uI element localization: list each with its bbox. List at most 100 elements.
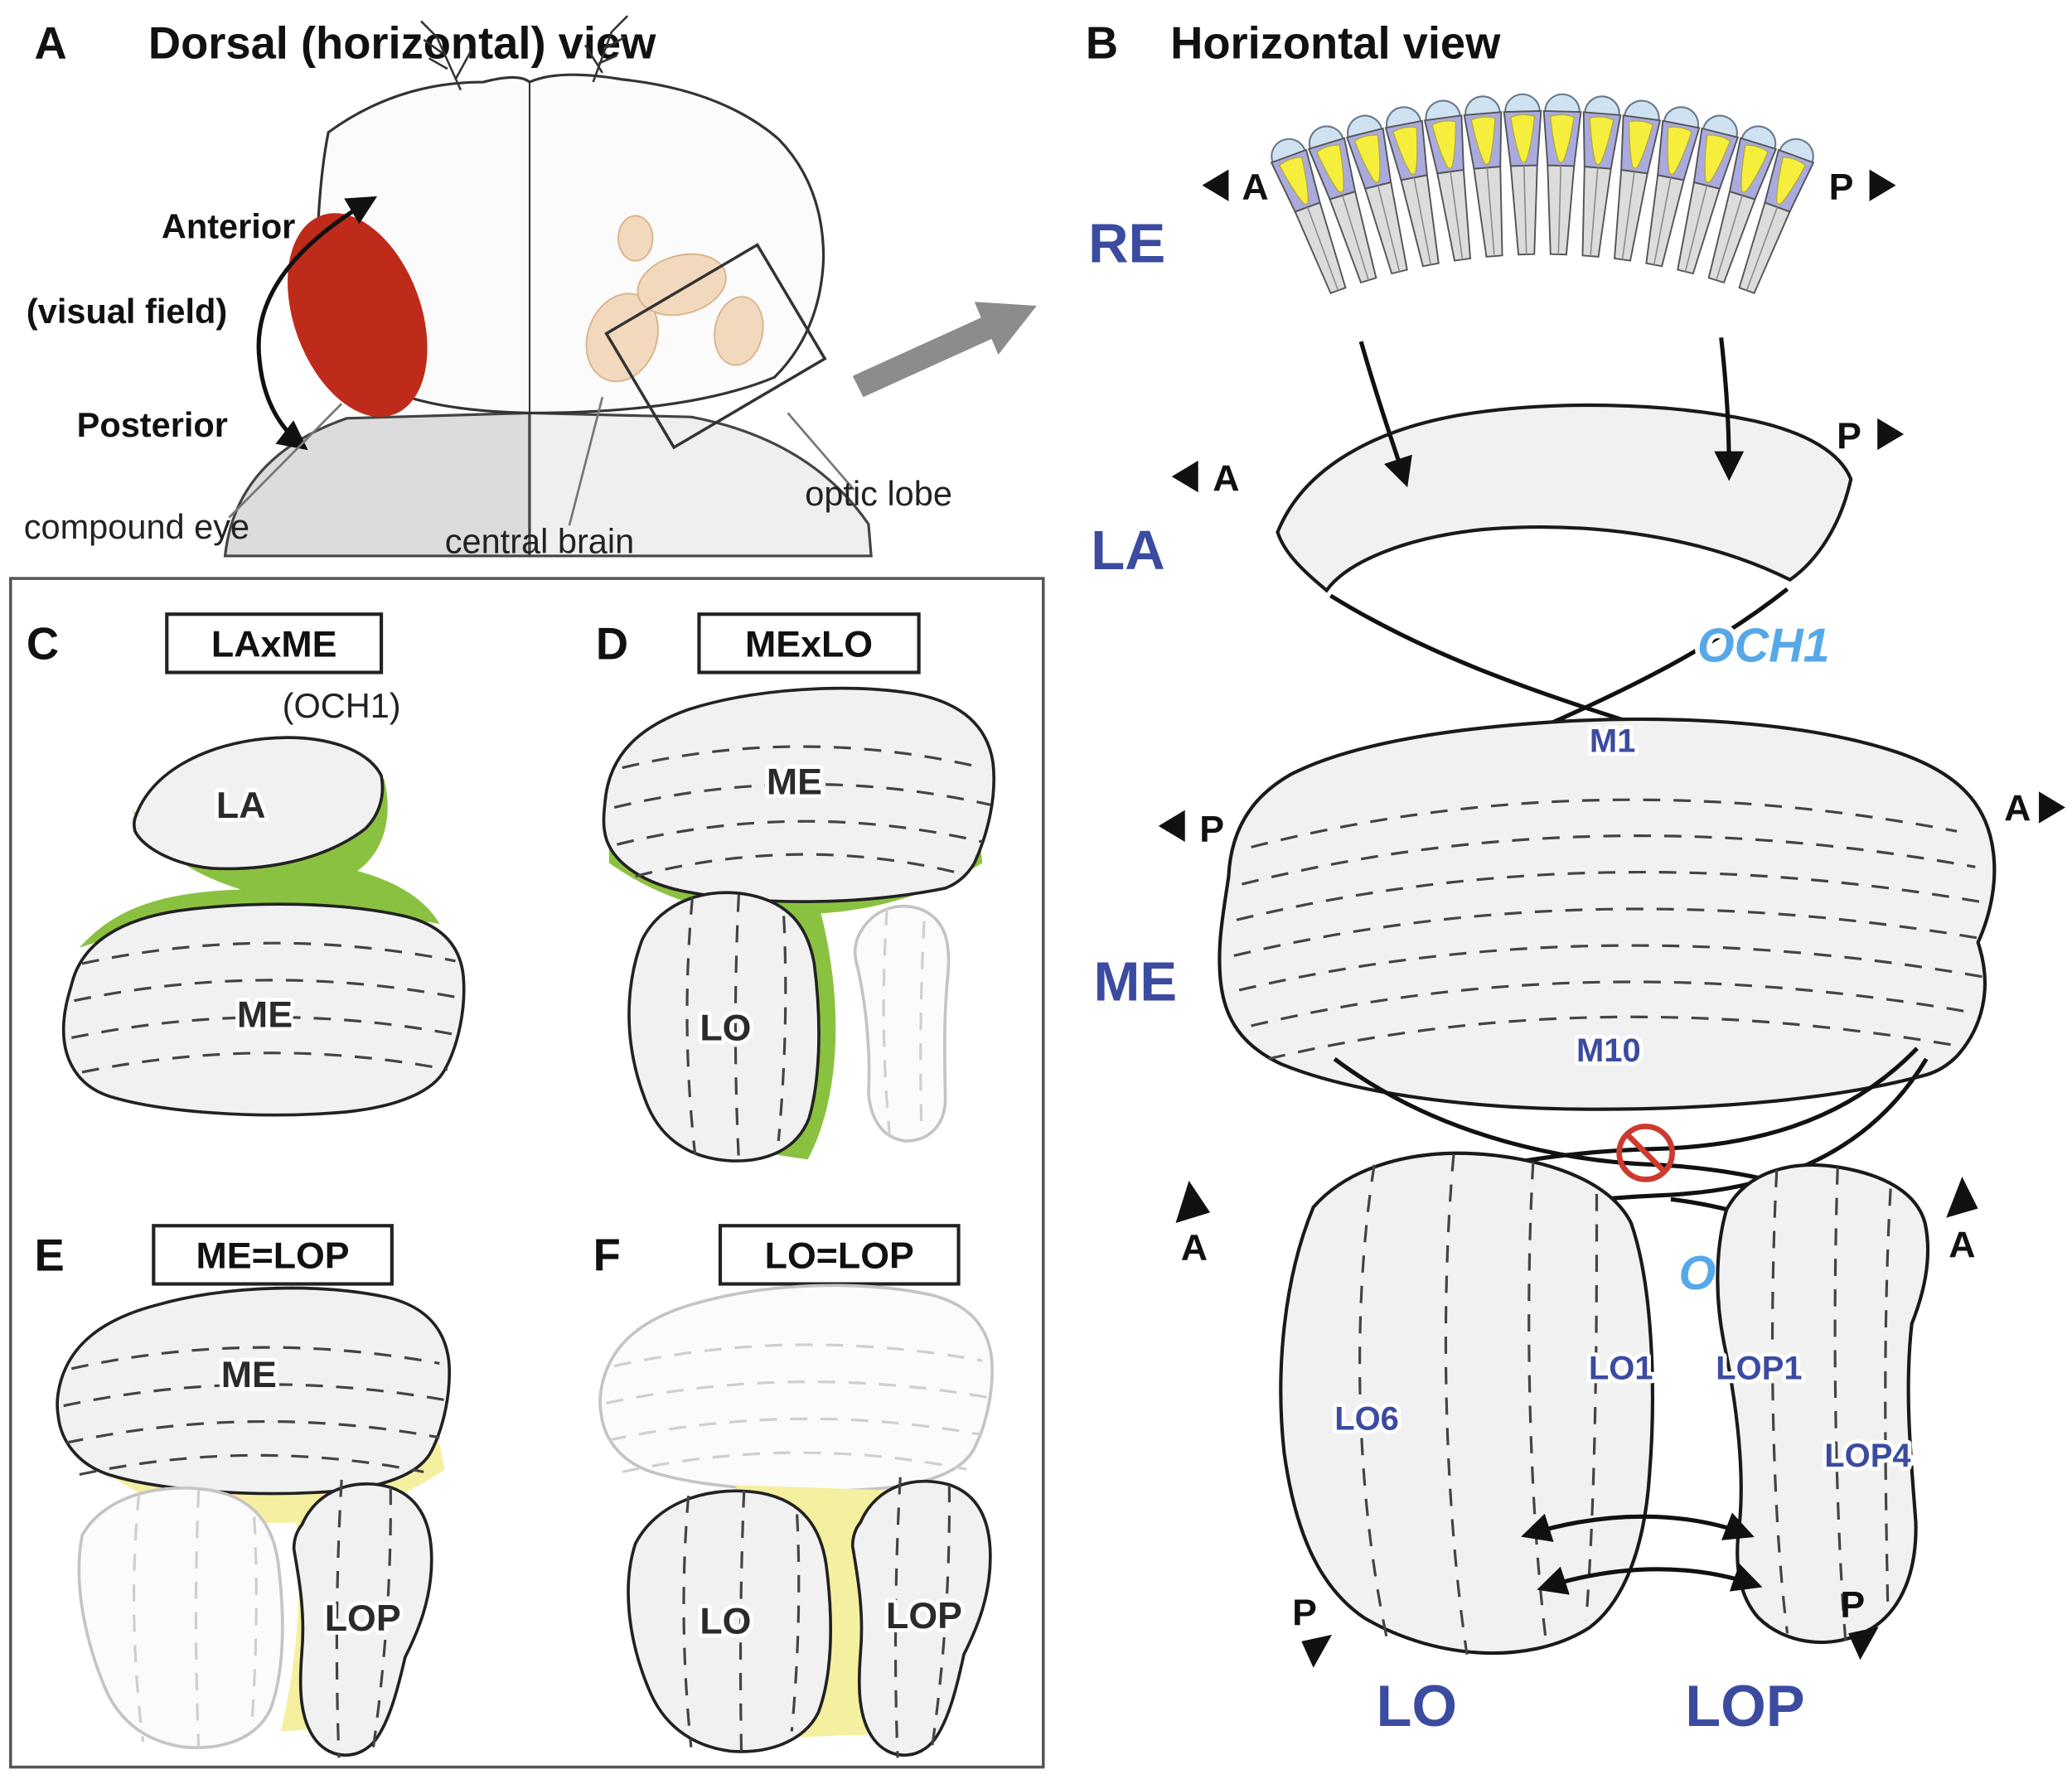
d-me-layers [613,745,991,878]
panel-c: C LAxME (OCH1) LA ME [27,612,466,1117]
panel-c-letter: C [27,619,59,670]
lo-top-triangle-icon [1175,1180,1211,1224]
panel-d-letter: D [596,619,628,670]
me-label: ME [1093,951,1177,1013]
no-crossing-icon [1616,1124,1675,1182]
panel-e: E ME=LOP ME LOP [35,1224,451,1758]
d-me-label: ME [767,761,822,802]
och1-label: OCH1 [1697,620,1830,673]
panel-f: F LO=LOP LO LOP [593,1224,994,1758]
f-lo-shape [627,1489,833,1753]
re-left-triangle-icon [1202,169,1229,201]
panel-f-letter: F [593,1230,621,1281]
re-right-dir: P [1829,167,1854,208]
c-la-shape [132,736,385,871]
f-lo-layers [682,1490,801,1753]
re-label: RE [1088,212,1165,274]
d-lop-faint-shape [853,904,951,1143]
panel-d-title: MExLO [745,624,873,665]
panel-f-title: LO=LOP [765,1235,914,1276]
c-la-label: LA [216,786,266,826]
central-brain-label: central brain [445,522,634,561]
panel-c-subtitle: (OCH1) [283,686,401,725]
lo1-label: LO1 [1589,1351,1653,1387]
e-me-layers [63,1346,448,1477]
la-left-dir: A [1213,459,1239,500]
panel-b-letter: B [1086,17,1118,68]
lo-label: LO [1376,1673,1457,1738]
f-me-faint-shape [598,1283,994,1493]
lo-top-dir: A [1181,1228,1208,1269]
lo-bottom-dir: P [1292,1593,1317,1634]
antennae [420,15,629,91]
e-lop-shape [292,1482,433,1757]
lo-bottom-triangle-icon [1301,1634,1333,1668]
panel-d: D MExLO ME LO [596,612,996,1163]
panel-c-title-box [165,612,384,674]
m1-label: M1 [1590,723,1635,759]
lop4-label: LOP4 [1824,1438,1910,1474]
anterior-label: Anterior [162,207,295,246]
lop-label: LOP [1685,1673,1804,1738]
d-lo-label: LO [700,1008,751,1049]
optic-lobe-leader [787,412,855,491]
f-lop-label: LOP [886,1596,962,1636]
lop-top-dir: A [1949,1225,1975,1266]
panel-a: A Dorsal (horizontal) view [24,15,1037,561]
c-me-layers [70,941,462,1074]
lop-bottom-triangle-icon [1848,1627,1879,1661]
lop-layers [1770,1167,1892,1641]
lop-top-triangle-icon [1946,1177,1978,1218]
me-right-triangle-icon [2039,791,2066,824]
me-left-dir: P [1199,810,1224,850]
optic-lobe-label: optic lobe [805,474,952,513]
compound-eye-leader [228,403,343,519]
la-shape [1276,403,1853,593]
me-layers [1233,798,1989,1061]
re-left-dir: A [1242,167,1268,208]
f-me-faint-layers [606,1343,991,1473]
d-lo-layers [685,894,787,1160]
panel-e-title-box [152,1224,394,1286]
panel-a-letter: A [35,17,67,68]
m10-label: M10 [1576,1032,1641,1069]
compound-eye-label: compound eye [24,507,249,546]
la-right-dir: P [1837,417,1861,457]
me-shape [1218,717,1997,1111]
me-left-triangle-icon [1158,810,1185,842]
panel-b: B Horizontal view RE LA ME A P [1086,17,2066,1738]
panel-d-title-box [697,612,921,674]
f-lo-label: LO [700,1601,751,1641]
e-me-label: ME [221,1355,277,1395]
d-lop-faint-layers [882,907,926,1136]
re-la-fiber-right [1714,337,1745,481]
lo6-label: LO6 [1334,1400,1399,1437]
e-lop-label: LOP [325,1598,401,1639]
panel-a-title: Dorsal (horizontal) view [148,17,656,68]
lop-shape [1716,1163,1930,1645]
c-me-shape [61,902,466,1117]
central-brain-shapes [585,215,764,383]
f-lop-shape [850,1479,992,1757]
anterior-posterior-arrow [256,196,378,451]
la-left-triangle-icon [1171,460,1198,493]
me-right-dir: A [2004,788,2031,829]
panel-e-letter: E [35,1230,65,1281]
panel-e-title: ME=LOP [196,1235,350,1276]
re-right-triangle-icon [1869,169,1896,201]
e-lo-faint-layers [132,1490,258,1748]
posterior-label: Posterior [77,405,228,444]
lop1-label: LOP1 [1716,1351,1802,1387]
panel-c-title: LAxME [211,624,337,665]
panel-b-title: Horizontal view [1170,17,1501,68]
lo-lop-arrow-2 [1537,1563,1763,1595]
lo-lop-arrow-1 [1521,1512,1755,1542]
retina-fan [1264,93,1821,298]
re-la-fiber-left [1358,341,1412,488]
d-me-shape [602,686,996,903]
c-me-label: ME [237,995,293,1036]
to-panel-b-arrow [852,302,1037,398]
lo-layers [1358,1153,1599,1656]
